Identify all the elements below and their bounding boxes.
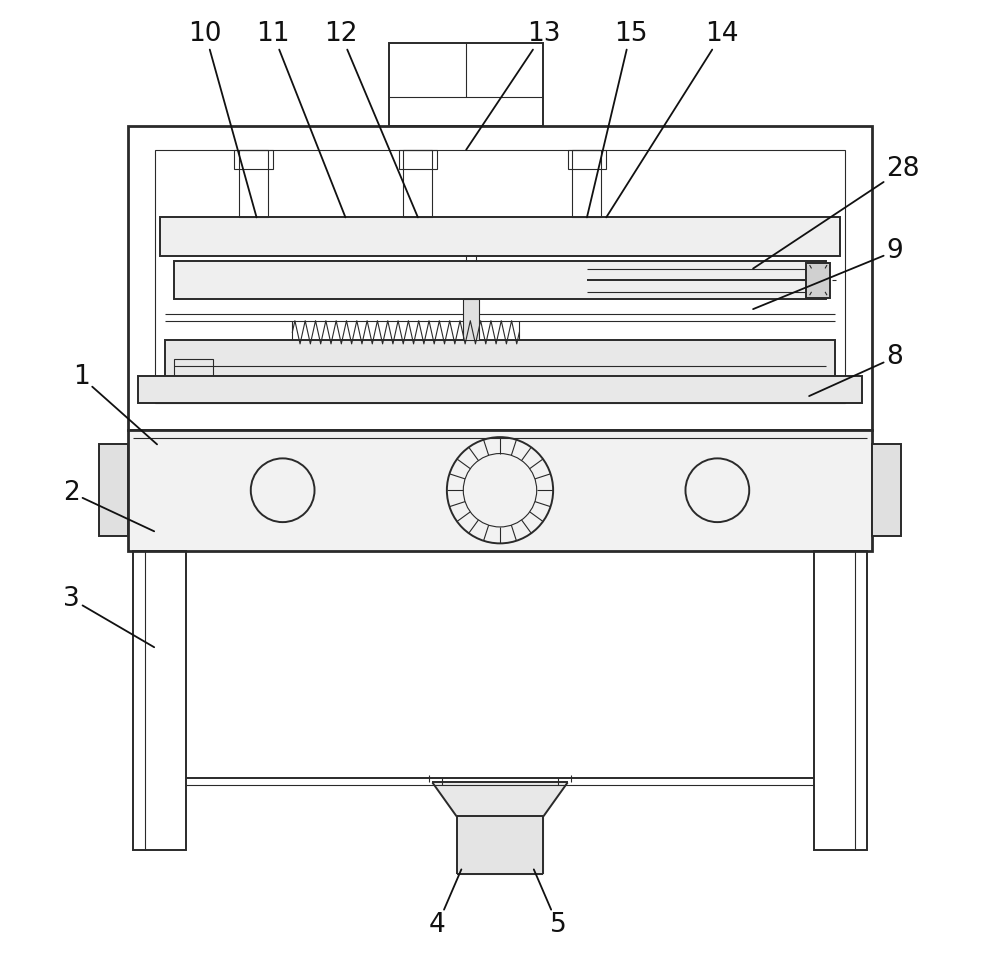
Bar [155, 150, 845, 403]
Bar [99, 444, 128, 536]
Text: 3: 3 [63, 586, 154, 647]
Text: 14: 14 [606, 21, 739, 217]
Text: 5: 5 [534, 869, 566, 938]
Text: 1: 1 [73, 364, 157, 444]
Text: 8: 8 [809, 345, 903, 396]
Text: 15: 15 [587, 21, 647, 217]
Bar [399, 150, 437, 169]
Bar [568, 150, 606, 169]
Text: 10: 10 [189, 21, 257, 217]
Bar [174, 261, 826, 299]
Bar [133, 551, 186, 850]
Text: 12: 12 [324, 21, 418, 217]
Bar [572, 150, 601, 217]
Bar [403, 150, 432, 217]
Polygon shape [457, 816, 543, 874]
Bar [234, 150, 273, 169]
Text: 9: 9 [753, 239, 903, 309]
Bar [165, 340, 835, 393]
Bar [872, 444, 901, 536]
Text: 2: 2 [63, 480, 154, 531]
Text: 28: 28 [753, 156, 920, 269]
Bar [138, 376, 862, 403]
Bar [160, 217, 840, 256]
Bar [389, 43, 543, 126]
Bar [463, 299, 479, 340]
Text: 11: 11 [256, 21, 345, 217]
Polygon shape [432, 782, 568, 816]
Bar [128, 126, 872, 430]
Bar [128, 430, 872, 551]
Text: 4: 4 [429, 869, 461, 938]
Text: 13: 13 [466, 21, 560, 150]
Bar [239, 150, 268, 217]
Bar [814, 551, 867, 850]
Bar [174, 359, 213, 384]
Bar [806, 263, 830, 298]
